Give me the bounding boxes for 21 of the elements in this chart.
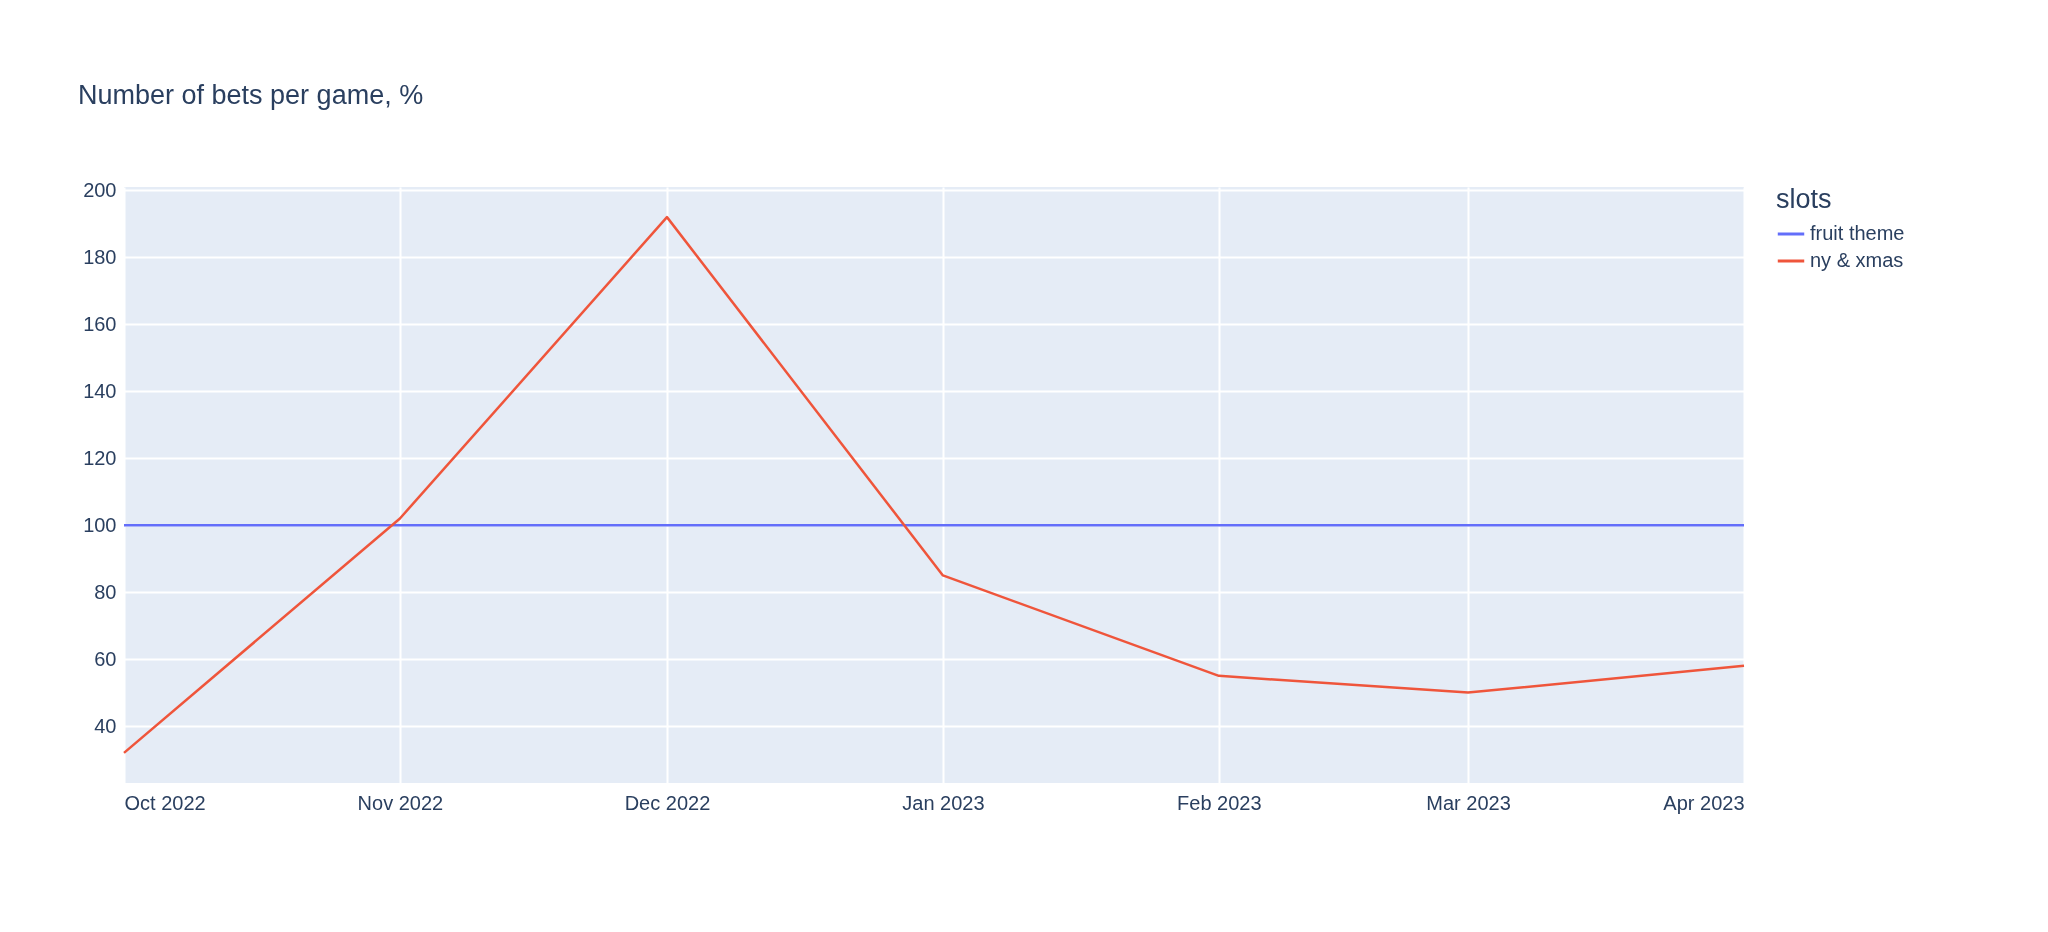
y-tick-label: 60 <box>94 647 117 670</box>
chart-title: Number of bets per game, % <box>78 80 424 111</box>
y-tick-label: 40 <box>94 714 117 737</box>
x-tick-label: Apr 2023 <box>1663 791 1745 814</box>
x-tick-label: Mar 2023 <box>1426 791 1511 814</box>
x-tick-label: Dec 2022 <box>624 791 711 814</box>
y-tick-label: 140 <box>83 379 117 402</box>
legend-title: slots <box>1776 184 1832 214</box>
y-tick-label: 200 <box>83 178 117 201</box>
y-tick-label: 120 <box>83 446 117 469</box>
legend-label: fruit theme <box>1810 222 1905 244</box>
x-tick-label: Feb 2023 <box>1177 791 1262 814</box>
y-tick-label: 100 <box>83 513 117 536</box>
x-tick-label: Oct 2022 <box>124 791 206 814</box>
y-tick-label: 160 <box>83 312 117 335</box>
y-tick-label: 80 <box>94 580 117 603</box>
x-tick-label: Nov 2022 <box>357 791 444 814</box>
x-tick-label: Jan 2023 <box>902 791 985 814</box>
line-series <box>122 215 1746 755</box>
y-tick-label: 180 <box>83 245 117 268</box>
legend-label: ny & xmas <box>1810 249 1904 271</box>
